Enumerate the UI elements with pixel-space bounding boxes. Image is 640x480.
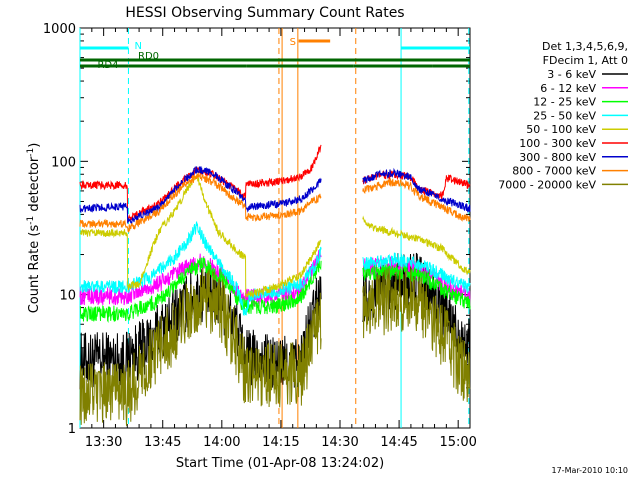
legend-entry-label: 7000 - 20000 keV — [498, 178, 596, 191]
y-label-end: ) — [27, 143, 42, 148]
x-tick-label: 13:30 — [85, 435, 122, 450]
annotation-label-s: S — [290, 37, 296, 48]
x-axis: 13:30 13:45 14:00 14:15 14:30 14:45 15:00 — [79, 28, 477, 450]
x-tick-label: 13:45 — [144, 435, 181, 450]
series-line — [79, 266, 471, 426]
x-tick-label: 14:15 — [262, 435, 299, 450]
y-axis-label: Count Rate (s-1 detector-1) — [26, 143, 42, 314]
legend-entry-label: 25 - 50 keV — [533, 109, 596, 122]
legend: Det 1,3,4,5,6,9, FDecim 1, Att 0 3 - 6 k… — [498, 40, 628, 191]
y-tick-label: 1000 — [43, 22, 76, 37]
legend-entry-label: 50 - 100 keV — [526, 123, 596, 136]
y-label-main: Count Rate (s — [27, 225, 42, 314]
chart-title: HESSI Observing Summary Count Rates — [125, 5, 404, 21]
legend-entry-label: 3 - 6 keV — [547, 68, 596, 81]
annotation-label-n: N — [134, 41, 141, 52]
x-tick-label: 14:45 — [380, 435, 417, 450]
annotation-label-rd0: RD0 — [138, 51, 159, 62]
y-tick-label: 100 — [51, 155, 76, 170]
series-line — [79, 221, 471, 317]
series-line — [79, 165, 471, 225]
x-axis-label: Start Time (01-Apr-08 13:24:02) — [176, 456, 384, 471]
x-tick-label: 14:00 — [203, 435, 240, 450]
y-label-mid: detector — [27, 156, 42, 216]
series-line — [80, 173, 471, 299]
y-tick-label: 1 — [68, 422, 76, 437]
x-tick-label: 14:30 — [321, 435, 358, 450]
series-line — [79, 257, 471, 323]
series-line — [79, 144, 471, 223]
x-tick-label: 15:00 — [439, 435, 476, 450]
legend-entry-label: 300 - 800 keV — [519, 151, 596, 164]
legend-entry-label: 800 - 7000 keV — [512, 165, 596, 178]
y-label-exp1: -1 — [26, 216, 36, 225]
series-group — [79, 144, 471, 426]
footer-date: 17-Mar-2010 10:10 — [552, 466, 629, 475]
series-line — [79, 172, 471, 233]
legend-header-2: FDecim 1, Att 0 — [543, 54, 628, 67]
y-label-exp2: -1 — [26, 148, 36, 157]
legend-entry-label: 100 - 300 keV — [519, 137, 596, 150]
y-tick-label: 10 — [59, 289, 76, 304]
legend-entry-label: 12 - 25 keV — [533, 96, 596, 109]
legend-entry-label: 6 - 12 keV — [540, 82, 596, 95]
legend-header-1: Det 1,3,4,5,6,9, — [542, 40, 628, 53]
annotation-label-rd4: RD4 — [97, 60, 118, 71]
